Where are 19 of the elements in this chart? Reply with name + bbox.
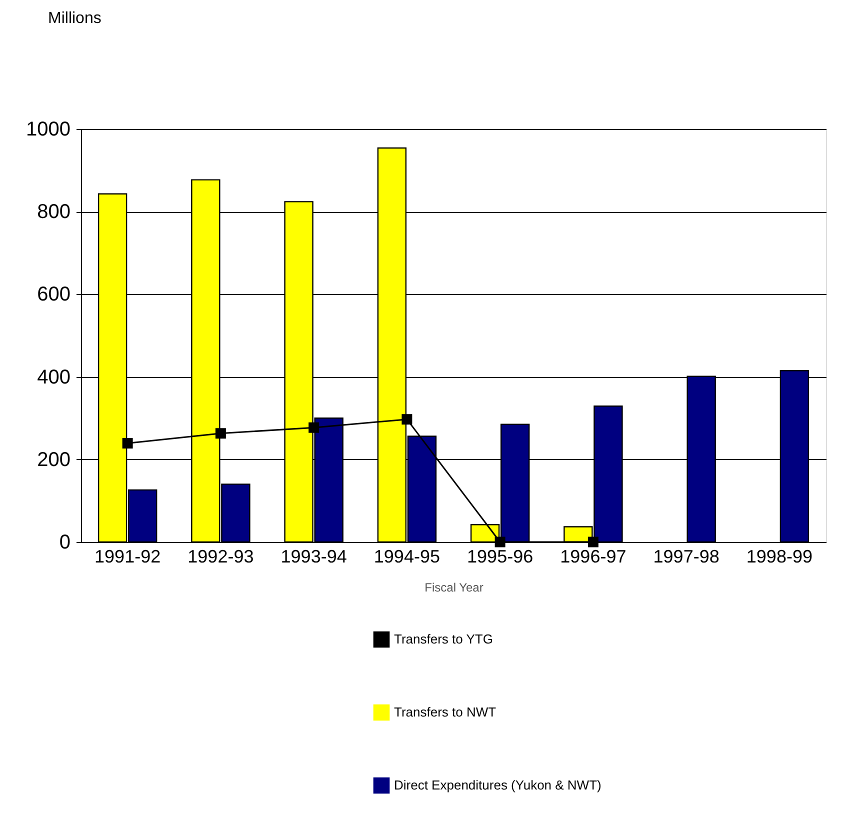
y-tick-label: 0 bbox=[59, 532, 70, 554]
x-tick-label: 1995-96 bbox=[467, 546, 534, 566]
x-axis-title: Fiscal Year bbox=[424, 580, 484, 594]
x-tick-label: 1998-99 bbox=[746, 546, 812, 566]
y-tick-label: 800 bbox=[37, 201, 70, 224]
x-tick-label: 1993-94 bbox=[280, 546, 347, 566]
x-tick-label: 1991-92 bbox=[94, 546, 161, 566]
y-tick-label: 400 bbox=[37, 366, 70, 388]
x-tick-label: 1994-95 bbox=[374, 546, 440, 566]
x-tick-label: 1997-98 bbox=[653, 546, 720, 566]
legend-label: Transfers to NWT bbox=[394, 704, 496, 720]
y-tick-label: 1000 bbox=[26, 118, 70, 140]
y-tick-label: 200 bbox=[37, 448, 70, 471]
y-tick-label: 600 bbox=[37, 284, 70, 306]
x-tick-label: 1992-93 bbox=[188, 546, 254, 566]
x-tick-label: 1996-97 bbox=[560, 546, 626, 566]
legend-label: Transfers to YTG bbox=[394, 632, 493, 646]
legend-label: Direct Expenditures (Yukon & NWT) bbox=[394, 778, 602, 792]
text: Millions bbox=[48, 10, 102, 27]
